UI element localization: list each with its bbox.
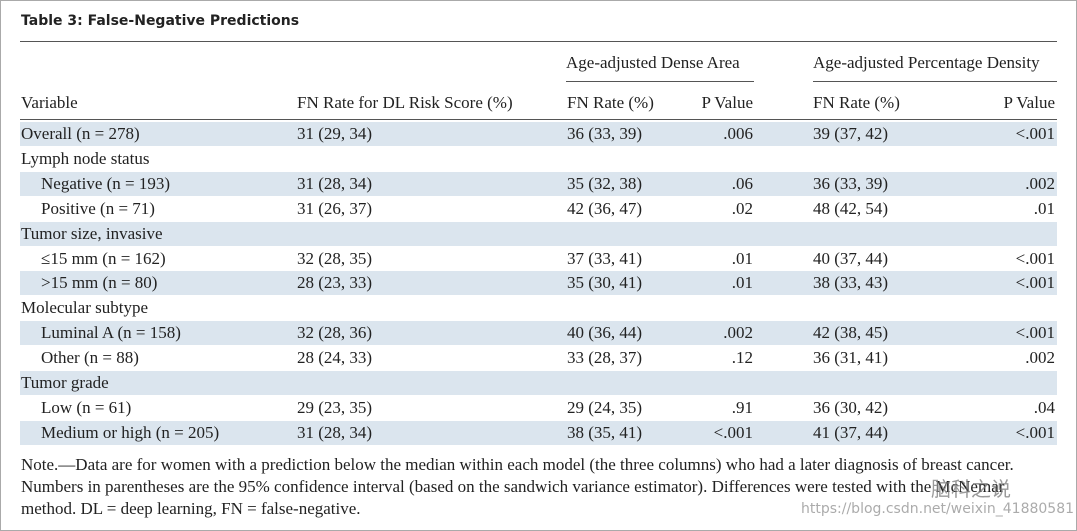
cell: 35 (30, 41) <box>567 273 643 293</box>
watermark: 脑科之说 <box>931 477 1011 501</box>
cell: .002 <box>1025 173 1055 193</box>
cell: 48 (42, 54) <box>813 198 889 218</box>
group-header: Age-adjusted Dense Area <box>566 53 740 72</box>
group-rule <box>813 81 1057 82</box>
row-shade <box>20 221 1057 246</box>
cell: .06 <box>731 173 753 193</box>
cell: .01 <box>1033 198 1055 218</box>
cell: 36 (30, 42) <box>813 397 889 417</box>
row-label: Luminal A (n = 158) <box>41 323 181 343</box>
cell: .01 <box>731 273 753 293</box>
column-header: P Value <box>1003 93 1055 112</box>
column-header: FN Rate (%) <box>813 93 900 112</box>
cell: .002 <box>723 323 753 343</box>
cell: <.001 <box>1015 273 1055 293</box>
row-label: ≤15 mm (n = 162) <box>41 248 166 268</box>
cell: 32 (28, 36) <box>297 323 373 343</box>
cell: 39 (37, 42) <box>813 124 889 143</box>
cell: 31 (26, 37) <box>297 198 373 218</box>
cell: <.001 <box>1015 248 1055 268</box>
row-shade <box>20 321 1057 346</box>
cell: 42 (38, 45) <box>813 323 889 343</box>
cell: 33 (28, 37) <box>567 348 643 368</box>
row-label: Low (n = 61) <box>41 397 132 417</box>
cell: 28 (23, 33) <box>297 273 373 293</box>
note: Note.—Data are for women with a predicti… <box>21 455 1014 518</box>
row-shade <box>20 122 1057 146</box>
cell: .12 <box>731 348 753 368</box>
cell: 38 (35, 41) <box>567 422 643 442</box>
cell: 40 (36, 44) <box>567 323 643 343</box>
cell: .006 <box>723 124 753 143</box>
row-label: Overall (n = 278) <box>21 124 140 143</box>
group-rule <box>566 81 754 82</box>
cell: 36 (31, 41) <box>813 348 889 368</box>
column-header: P Value <box>701 93 753 112</box>
cell: <.001 <box>1015 124 1055 143</box>
column-header: FN Rate (%) <box>567 93 654 112</box>
cell: 37 (33, 41) <box>567 248 643 268</box>
cell: .01 <box>731 248 753 268</box>
section-label: Molecular subtype <box>21 298 148 318</box>
row-shade <box>20 371 1057 395</box>
section-label: Tumor grade <box>21 373 109 392</box>
cell: 40 (37, 44) <box>813 248 889 268</box>
section-label: Lymph node status <box>21 148 150 168</box>
row-label: >15 mm (n = 80) <box>41 273 158 293</box>
cell: 35 (32, 38) <box>567 173 643 193</box>
row-shade <box>20 420 1057 445</box>
column-header: FN Rate for DL Risk Score (%) <box>297 93 513 112</box>
row-shade <box>20 271 1057 296</box>
row-label: Other (n = 88) <box>41 348 139 368</box>
cell: 36 (33, 39) <box>813 173 889 193</box>
watermark-url: https://blog.csdn.net/weixin_41880581 <box>801 501 1075 517</box>
rule <box>20 41 1057 42</box>
row-label: Medium or high (n = 205) <box>41 422 220 442</box>
cell: 31 (28, 34) <box>297 173 373 193</box>
cell: 28 (24, 33) <box>297 348 373 368</box>
cell: 42 (36, 47) <box>567 198 643 218</box>
cell: 36 (33, 39) <box>567 124 643 143</box>
row-label: Negative (n = 193) <box>41 173 171 193</box>
cell: 41 (37, 44) <box>813 422 889 442</box>
cell: .04 <box>1033 397 1055 417</box>
section-label: Tumor size, invasive <box>21 223 163 243</box>
cell: .91 <box>731 397 753 417</box>
cell: 31 (28, 34) <box>297 422 373 442</box>
cell: 32 (28, 35) <box>297 248 373 268</box>
rule <box>20 119 1057 120</box>
cell: 31 (29, 34) <box>297 124 373 143</box>
group-header: Age-adjusted Percentage Density <box>813 53 1040 72</box>
cell: .002 <box>1025 348 1055 368</box>
cell: <.001 <box>1015 323 1055 343</box>
cell: 29 (24, 35) <box>567 397 643 417</box>
row-label: Positive (n = 71) <box>41 198 155 218</box>
title: Table 3: False-Negative Predictions <box>21 13 300 29</box>
cell: 38 (33, 43) <box>813 273 889 293</box>
row-shade <box>20 171 1057 196</box>
column-header: Variable <box>21 93 78 112</box>
cell: .02 <box>731 198 753 218</box>
cell: <.001 <box>1015 422 1055 442</box>
cell: <.001 <box>713 422 753 442</box>
cell: 29 (23, 35) <box>297 397 373 417</box>
